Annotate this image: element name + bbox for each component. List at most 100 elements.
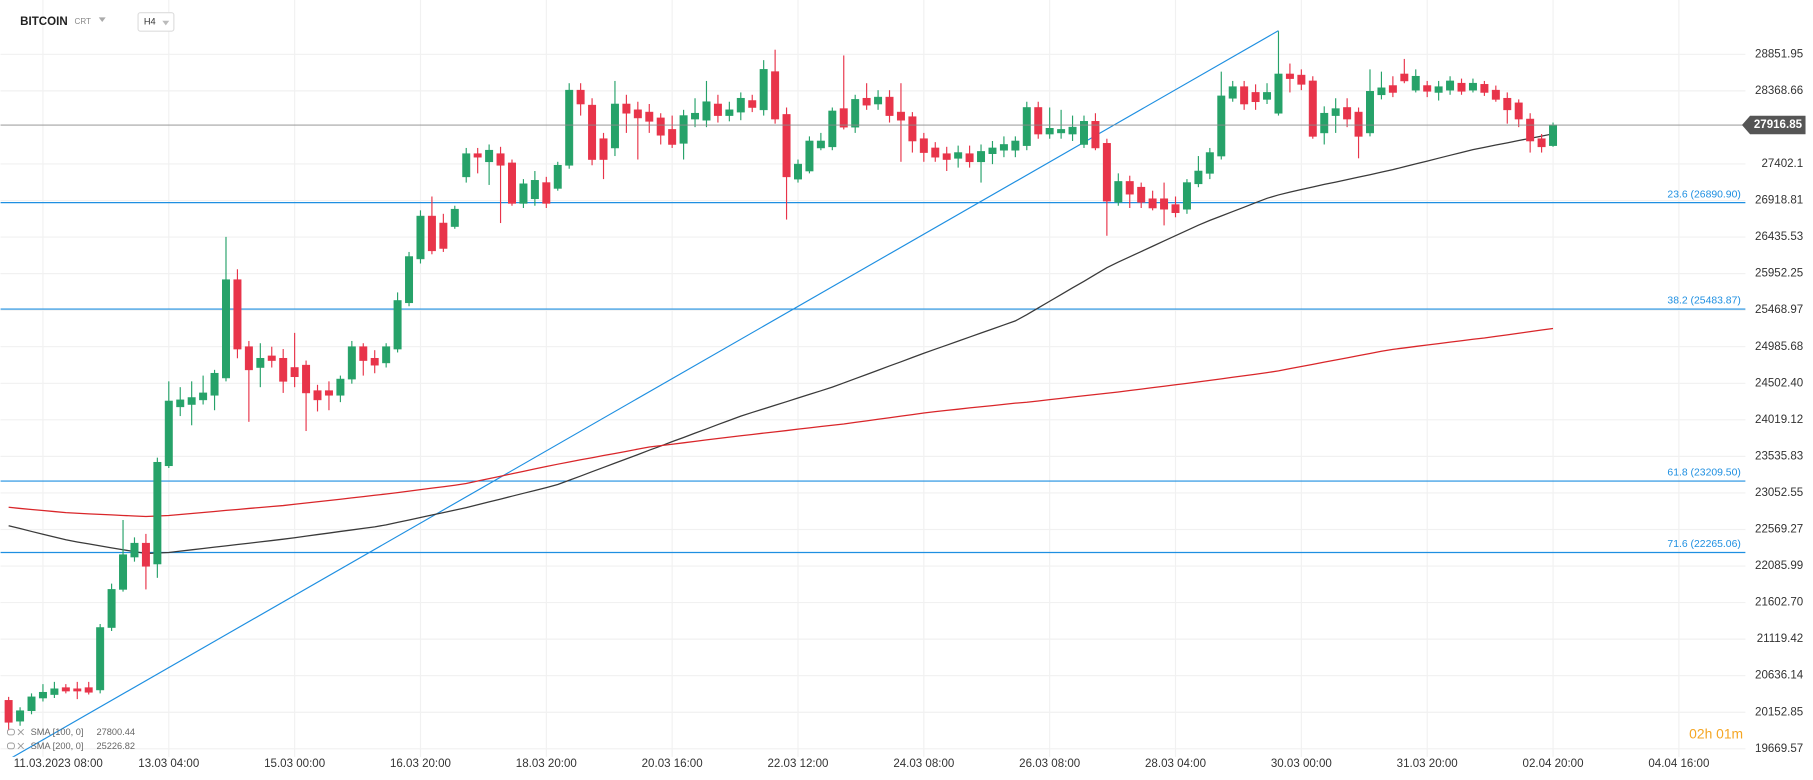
candle-body [1377, 87, 1386, 96]
candle-body [359, 346, 368, 361]
candle-body [725, 109, 734, 116]
candle-body [50, 688, 59, 695]
fib-level-label: 23.6 (26890.90) [1667, 189, 1740, 200]
candle-body [1411, 75, 1420, 91]
y-tick-label: 25952.25 [1755, 268, 1803, 280]
candle-body [233, 279, 242, 350]
x-tick-label: 11.03.2023 08:00 [14, 758, 103, 770]
interval-arrow[interactable] [162, 20, 170, 26]
candle-body [942, 153, 951, 160]
legend-icon-eye [7, 742, 15, 750]
candle-body [977, 151, 986, 163]
candle-body [4, 700, 13, 723]
legend-icon-close [17, 728, 24, 736]
candle-body [1045, 127, 1054, 135]
y-tick-label: 24502.40 [1755, 377, 1803, 389]
candle-body [1274, 73, 1283, 114]
candle-body [713, 103, 722, 116]
candle-body [1423, 85, 1432, 92]
y-tick-label: 28368.66 [1755, 85, 1803, 97]
x-tick-label: 31.03 20:00 [1397, 758, 1458, 770]
x-tick-label: 13.03 04:00 [138, 758, 199, 770]
price-tag [1741, 115, 1806, 135]
sma-line [8, 327, 1554, 518]
candle-body [119, 554, 128, 590]
y-tick-label: 20636.14 [1755, 670, 1804, 682]
y-tick-label: 21602.70 [1755, 597, 1803, 609]
candle-body [1057, 129, 1066, 134]
candle-body [1160, 198, 1169, 210]
instrument-title: BITCOIN [20, 16, 67, 28]
fib-trendline [12, 30, 1279, 757]
candle-body [896, 111, 905, 121]
y-tick-label: 25468.97 [1755, 304, 1803, 316]
candle-body [1434, 86, 1443, 93]
candle-body [473, 153, 482, 158]
legend: SMA [100, 0] 27800.44 SMA [200, 0] 25226.82 [7, 727, 135, 751]
candle-body [1514, 102, 1523, 120]
candle-body [290, 367, 299, 378]
header: BITCOIN CRT H4 [20, 12, 175, 32]
candle-body [805, 140, 814, 172]
candle-body [771, 71, 780, 120]
candle-body [347, 346, 356, 380]
candle-body [164, 400, 173, 467]
y-tick-label: 20152.85 [1755, 706, 1803, 718]
candle-body [1526, 118, 1535, 142]
candle-body [851, 99, 860, 128]
candle-body [874, 96, 883, 105]
candle-body [450, 208, 459, 227]
candle-body [16, 710, 25, 722]
candle-body [599, 138, 608, 160]
candle-body [588, 104, 597, 160]
sma-line [8, 133, 1554, 555]
x-tick-label: 24.03 08:00 [893, 758, 954, 770]
y-tick-label: 24019.12 [1755, 414, 1803, 426]
candle-body [1137, 186, 1146, 203]
candle-body [633, 109, 642, 119]
dropdown-arrow[interactable] [98, 17, 106, 22]
legend-name: SMA [100, 0] [31, 727, 84, 737]
candle-body [1285, 73, 1294, 79]
candle-body [462, 153, 471, 178]
legend-name: SMA [200, 0] [31, 741, 84, 751]
candle-body [336, 378, 345, 396]
market-tag[interactable]: CRT [75, 17, 92, 26]
fib-level-label: 61.8 (23209.50) [1667, 468, 1740, 479]
x-tick-label: 15.03 00:00 [264, 758, 325, 770]
candles [4, 31, 1558, 731]
interval[interactable]: H4 [144, 16, 156, 26]
candle-body [519, 183, 528, 204]
candle-body [1263, 92, 1272, 100]
candle-body [1468, 82, 1477, 91]
y-tick-label: 22569.27 [1755, 524, 1803, 536]
candle-body [691, 112, 700, 120]
candle-body [668, 129, 677, 145]
candle-body [759, 69, 768, 111]
candle-body [679, 115, 688, 144]
candle-body [919, 138, 928, 153]
candle-body [542, 182, 551, 204]
candle-body [1217, 95, 1226, 157]
candle-body [267, 355, 276, 361]
candle-body [885, 96, 894, 116]
candle-body [748, 100, 757, 108]
y-tick-label: 28851.95 [1755, 48, 1803, 60]
candle-body [839, 108, 848, 128]
price-tag-label: 27916.85 [1754, 119, 1803, 131]
candle-body [313, 390, 322, 401]
candle-body [1125, 181, 1134, 195]
candle-body [988, 147, 997, 154]
candle-body [1102, 143, 1111, 202]
legend-icon-eye [7, 728, 15, 736]
interval-box[interactable] [137, 12, 175, 32]
candle-body [622, 103, 631, 114]
candle-body [141, 542, 150, 567]
candle-body [828, 110, 837, 148]
candle-body [576, 89, 585, 105]
legend-icon-close [17, 742, 24, 750]
x-tick-label: 04.04 16:00 [1648, 758, 1709, 770]
candle-body [370, 357, 379, 366]
x-tick-label: 22.03 12:00 [767, 758, 828, 770]
candle-body [1297, 74, 1306, 85]
